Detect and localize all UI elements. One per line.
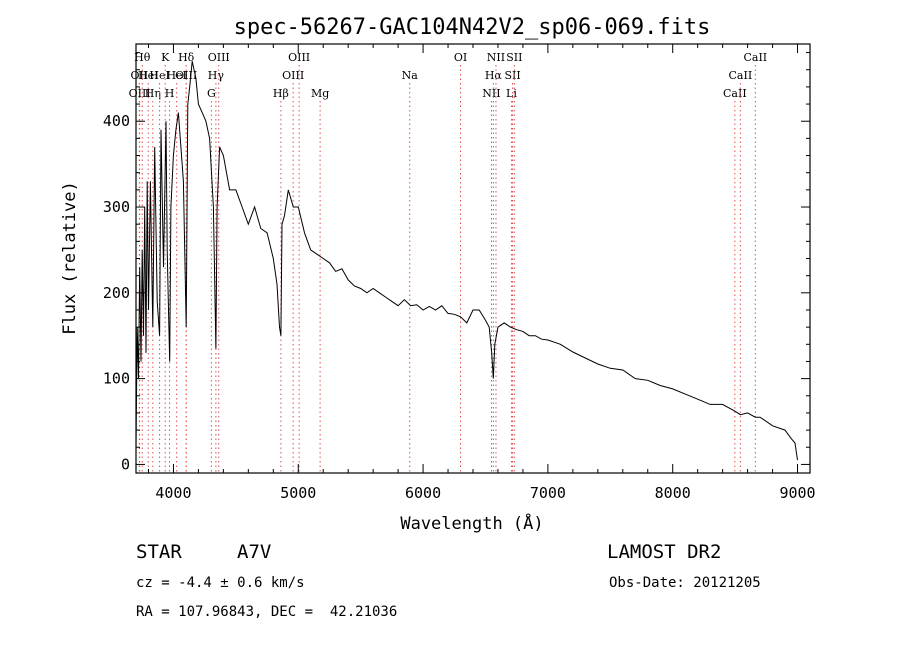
chart-title: spec-56267-GAC104N42V2_sp06-069.fits [234,15,711,40]
observation-date: Obs-Date: 20121205 [609,575,761,591]
line-marker-label: SII [506,51,522,64]
line-marker-label: SII [504,69,520,82]
line-marker-label: HeI [166,69,186,82]
line-marker-label: Na [402,69,419,82]
y-tick-label: 300 [103,198,130,216]
line-marker-label: Mg [311,87,329,100]
y-tick-label: 0 [121,455,130,473]
line-marker-label: OIII [175,69,197,82]
line-marker-label: OIII [129,87,151,100]
line-marker-label: Li [506,87,517,100]
x-tick-label: 8000 [655,484,691,502]
line-marker-label: OIII [208,51,230,64]
line-marker-label: HeI [138,69,158,82]
plot-frame [135,43,811,474]
x-tick-label: 4000 [155,484,191,502]
line-marker-label: OIII [288,51,310,64]
line-marker-label: NII [482,87,500,100]
sky-coordinates: RA = 107.96843, DEC = 42.21036 [136,604,398,620]
axis-ticks: 4000 5000 6000 7000 8000 9000 0 100 200 300 400 [103,44,816,502]
survey-name: LAMOST DR2 [607,541,722,563]
line-marker-label: Hα [485,69,503,82]
line-marker-label: HeI [149,69,169,82]
y-tick-label: 100 [103,370,130,388]
line-marker-label: CaII [723,87,747,100]
y-axis-label: Flux (relative) [60,181,80,335]
line-marker-label: CaII [743,51,767,64]
x-tick-label: 5000 [280,484,316,502]
line-marker-label: Hβ [273,87,289,100]
x-tick-label: 6000 [405,484,441,502]
spectrum-line [135,61,798,461]
y-tick-label: 200 [103,284,130,302]
line-marker-label: OIII [282,69,304,82]
line-marker-label: Hδ [178,51,195,64]
y-tick-label: 400 [103,112,130,130]
line-marker-label: Hγ [208,69,225,82]
line-marker-label: OII [131,69,149,82]
x-tick-label: 9000 [779,484,815,502]
line-marker-label: H [165,87,175,100]
object-subclass: A7V [237,541,272,563]
emission-line-markers: OIIOIIIHθHeIHηHeIKHHeIHδOIIIGHγOIIIHβOII… [129,51,767,473]
object-class: STAR [136,541,182,563]
redshift-velocity: cz = -4.4 ± 0.6 km/s [136,575,305,591]
line-marker-label: Hθ [134,51,151,64]
line-marker-label: NII [487,51,505,64]
line-marker-label: CaII [729,69,753,82]
x-axis-label: Wavelength (Å) [400,512,543,534]
line-marker-label: OI [454,51,467,64]
x-tick-label: 7000 [530,484,566,502]
line-marker-label: K [161,51,170,64]
line-marker-label: G [207,87,216,100]
line-marker-label: Hη [145,87,161,100]
